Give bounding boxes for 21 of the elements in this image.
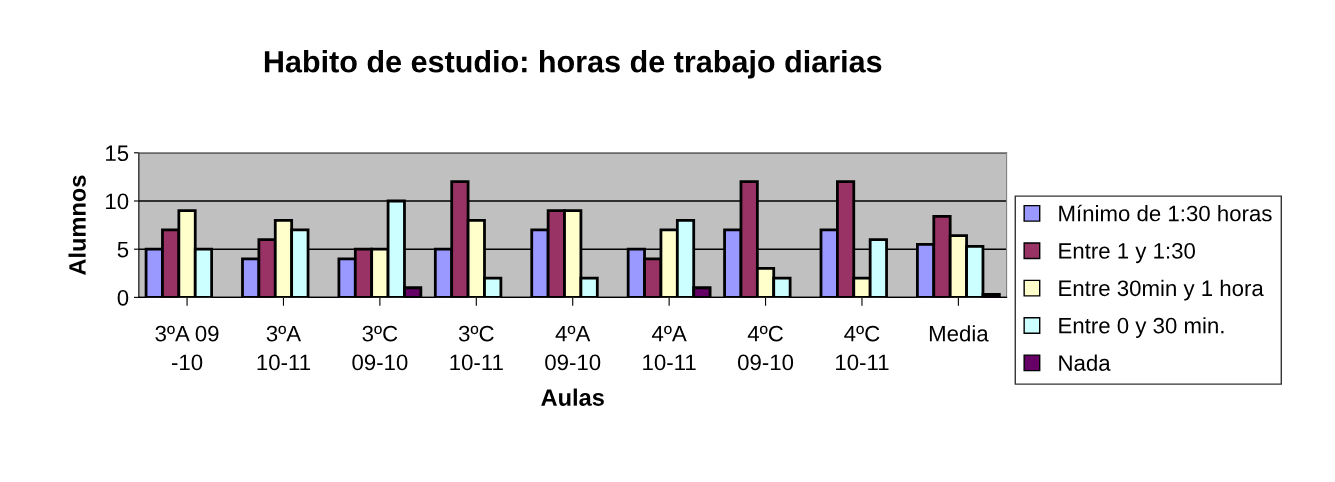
legend-label: Entre 1 y 1:30 [1059, 243, 1195, 264]
legend-label: Entre 0 y 30 min. [1059, 317, 1224, 338]
y-tick-label: 5 [117, 241, 129, 258]
y-axis-title: Alumnos [68, 175, 86, 276]
legend-label: Mínimo de 1:30 horas [1059, 204, 1272, 222]
x-tick-label: 4ºC 10-11 [836, 325, 889, 371]
x-tick-label: 4ºA 09-10 [545, 325, 601, 371]
chart-title: Habito de estudio: horas de trabajo diarias [264, 50, 882, 79]
x-tick-label: 3ºA 09 -10 [155, 325, 219, 371]
x-axis-title: Aulas [541, 388, 604, 406]
y-tick-label: 15 [106, 145, 129, 162]
y-tick-label: 0 [117, 289, 129, 306]
x-tick-label: 3ºC 10-11 [450, 325, 503, 371]
x-tick-label: 4ºA 10-11 [643, 325, 696, 371]
y-tick-label: 10 [106, 193, 129, 210]
legend-label: Entre 30min y 1 hora [1059, 279, 1264, 301]
x-tick-label: Media [929, 325, 989, 342]
x-tick-label: 3ºA 10-11 [257, 325, 310, 371]
legend-label: Nada [1059, 354, 1111, 371]
x-tick-label: 4ºC 09-10 [738, 325, 794, 371]
x-tick-label: 3ºC 09-10 [352, 325, 408, 371]
